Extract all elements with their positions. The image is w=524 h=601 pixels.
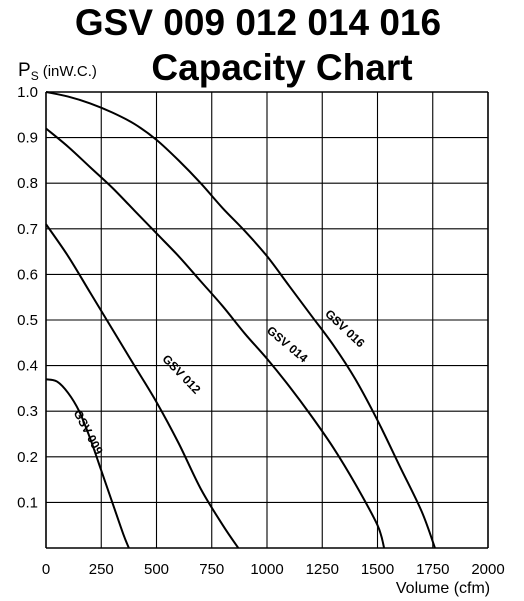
series-line-gsv-012: [45, 223, 240, 549]
chart-ticks: 0 250 500 750 1000 1250 1500 1750 2000 1.0 0.9 0.8 0…: [17, 84, 505, 578]
chart-title-line1: GSV 009 012 014 016: [75, 2, 441, 43]
y-tick-label: 1.0: [17, 84, 38, 101]
y-axis-label-unit: (inW.C.): [43, 63, 97, 80]
chart-title-line2: Capacity Chart: [151, 47, 412, 88]
x-tick-label: 1000: [250, 561, 283, 578]
y-tick-label: 0.9: [17, 130, 38, 147]
y-tick-label: 0.8: [17, 175, 38, 192]
chart-series-labels: GSV 009 GSV 012 GSV 014 GSV 016: [71, 307, 368, 457]
y-axis-label-sub: S: [31, 69, 39, 83]
series-label-gsv-009: GSV 009: [71, 407, 106, 457]
series-line-gsv-009: [45, 378, 130, 549]
x-tick-label: 500: [144, 561, 169, 578]
y-axis-label-main: P: [18, 60, 31, 81]
x-tick-label: 2000: [471, 561, 504, 578]
chart-series: [45, 91, 436, 549]
x-tick-label: 1500: [361, 561, 394, 578]
series-line-gsv-016: [45, 91, 436, 549]
x-tick-label: 1750: [416, 561, 449, 578]
series-label-gsv-014: GSV 014: [264, 323, 311, 365]
x-tick-label: 0: [42, 561, 50, 578]
x-tick-label: 1250: [306, 561, 339, 578]
y-tick-label: 0.7: [17, 221, 38, 238]
y-tick-label: 0.2: [17, 449, 38, 466]
y-tick-label: 0.4: [17, 358, 38, 375]
chart-grid: [45, 91, 489, 549]
y-tick-label: 0.6: [17, 266, 38, 283]
series-label-gsv-012: GSV 012: [160, 352, 204, 397]
series-line-gsv-014: [45, 127, 386, 549]
y-axis-label: PS (inW.C.): [18, 60, 97, 83]
y-tick-label: 0.5: [17, 312, 38, 329]
series-label-gsv-016: GSV 016: [322, 307, 367, 351]
x-tick-label: 750: [199, 561, 224, 578]
x-axis-label: Volume (cfm): [396, 580, 490, 597]
y-tick-label: 0.1: [17, 494, 38, 511]
x-tick-label: 250: [89, 561, 114, 578]
y-tick-label: 0.3: [17, 403, 38, 420]
